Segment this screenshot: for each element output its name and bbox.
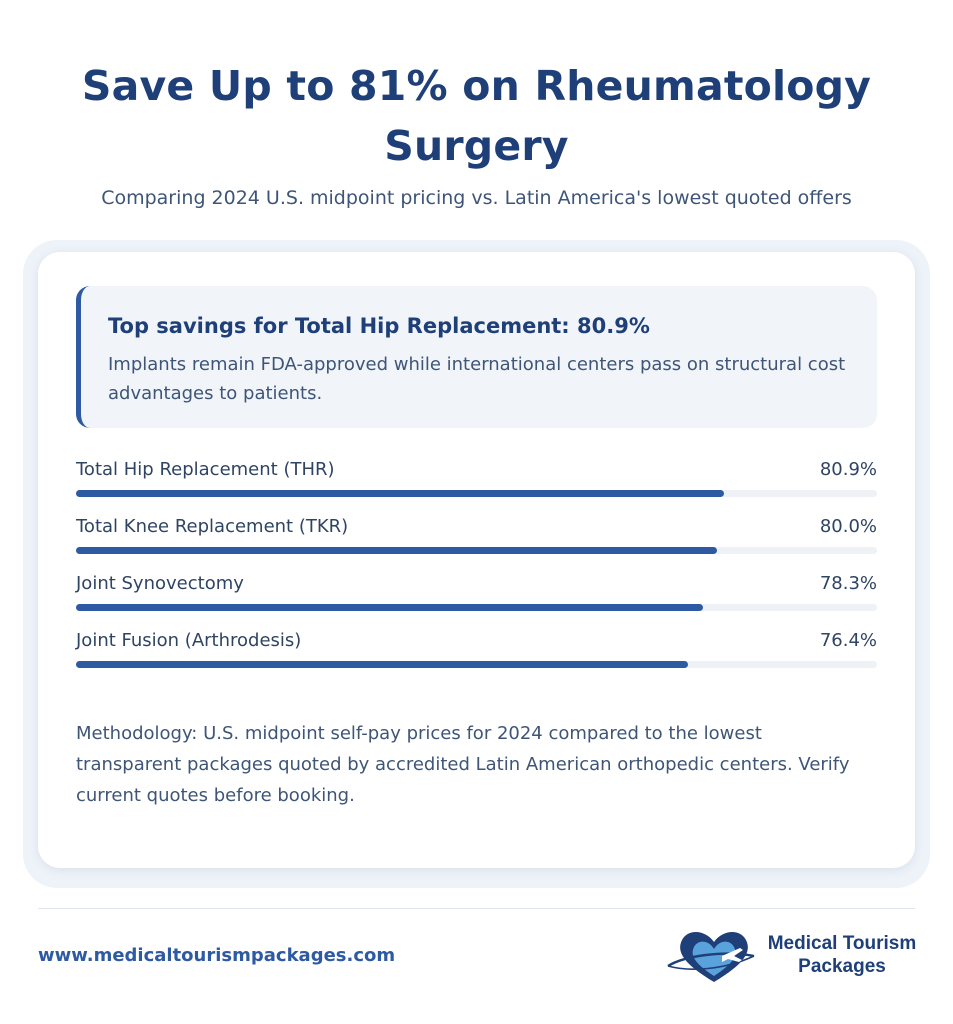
bar-row: Total Knee Replacement (TKR) 80.0%	[76, 514, 877, 558]
footer-divider	[38, 908, 915, 909]
bar-category-label: Joint Synovectomy	[76, 573, 244, 594]
bar-track	[76, 604, 877, 611]
bar-value-label: 80.0%	[819, 516, 877, 537]
logo-text: Medical Tourism Packages	[762, 932, 922, 978]
bar-category-label: Total Hip Replacement (THR)	[76, 459, 335, 480]
bar-value-label: 80.9%	[819, 459, 877, 480]
bar-row: Joint Synovectomy 78.3%	[76, 571, 877, 615]
bar	[76, 604, 704, 611]
logo-line-1: Medical Tourism	[767, 933, 917, 954]
bar-track	[76, 490, 877, 497]
bar	[76, 547, 717, 554]
brand-logo: Medical Tourism Packages	[664, 926, 920, 990]
logo-line-2: Packages	[798, 956, 886, 977]
bar-row: Joint Fusion (Arthrodesis) 76.4%	[76, 628, 877, 672]
title-line-2: Surgery	[384, 122, 569, 170]
website-link[interactable]: www.medicaltourismpackages.com	[38, 945, 396, 966]
bar-track	[76, 661, 877, 668]
heart-airplane-icon	[667, 931, 755, 982]
bar	[76, 490, 724, 497]
title-line-1: Save Up to 81% on Rheumatology	[81, 62, 872, 110]
page-subtitle: Comparing 2024 U.S. midpoint pricing vs.…	[101, 187, 852, 209]
bar-category-label: Total Knee Replacement (TKR)	[76, 516, 349, 537]
bar-value-label: 78.3%	[819, 573, 877, 594]
bar	[76, 661, 688, 668]
bar-category-label: Joint Fusion (Arthrodesis)	[76, 630, 302, 651]
callout-title: Top savings for Total Hip Replacement: 8…	[108, 314, 650, 338]
page-title: Save Up to 81% on Rheumatology Surgery	[40, 56, 913, 176]
bar-value-label: 76.4%	[819, 630, 877, 651]
bar-track	[76, 547, 877, 554]
callout-body: Implants remain FDA-approved while inter…	[108, 354, 846, 404]
methodology-note: Methodology: U.S. midpoint self-pay pric…	[76, 723, 850, 806]
top-savings-callout: Top savings for Total Hip Replacement: 8…	[76, 286, 877, 428]
bar-row: Total Hip Replacement (THR) 80.9%	[76, 457, 877, 501]
